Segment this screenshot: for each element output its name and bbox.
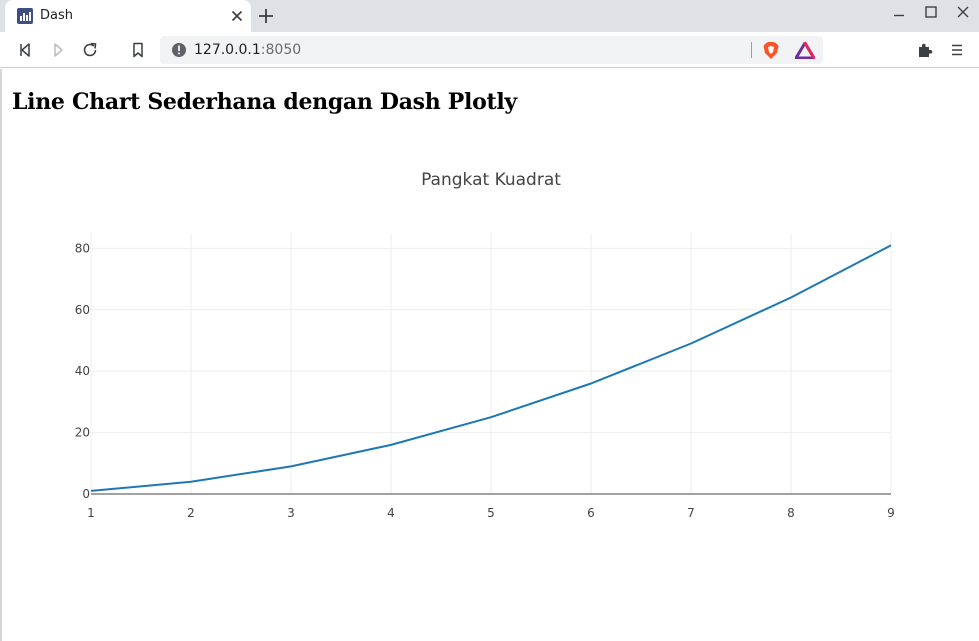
minimize-icon[interactable] (891, 6, 907, 22)
chart-axes: 1 2 3 4 5 6 7 8 9 0 20 40 60 80 (75, 241, 895, 520)
menu-icon[interactable] (948, 41, 966, 59)
address-bar[interactable]: 127.0.0.1:8050 (160, 36, 823, 64)
url-port: :8050 (260, 42, 302, 58)
series-line (90, 244, 892, 492)
site-info-icon[interactable] (171, 42, 187, 58)
chart-gridlines (90, 233, 892, 494)
line-chart: Pangkat Kuadrat 1 2 3 4 5 6 7 8 9 0 20 40 60 80 (75, 170, 895, 520)
x-tick-label: 8 (787, 506, 795, 520)
x-tick-label: 7 (687, 506, 695, 520)
x-tick-label: 2 (187, 506, 195, 520)
browser-toolbar: 127.0.0.1:8050 (0, 32, 979, 68)
chart-series (90, 244, 892, 492)
x-tick-label: 9 (887, 506, 895, 520)
x-tick-label: 1 (87, 506, 95, 520)
tab-strip: Dash (0, 0, 979, 32)
back-icon[interactable] (17, 41, 35, 59)
dash-favicon-icon (17, 8, 33, 24)
extensions-icon[interactable] (916, 41, 934, 59)
omnibox-divider (751, 42, 752, 58)
url-text: 127.0.0.1:8050 (194, 42, 301, 58)
x-tick-label: 6 (587, 506, 595, 520)
tab-title: Dash (40, 8, 73, 23)
close-tab-icon[interactable] (229, 8, 245, 24)
brave-rewards-icon[interactable] (795, 42, 815, 59)
new-tab-icon[interactable] (257, 7, 275, 25)
bookmark-icon[interactable] (129, 41, 147, 59)
close-window-icon[interactable] (955, 4, 971, 20)
browser-tab[interactable]: Dash (5, 0, 251, 32)
chart-title: Pangkat Kuadrat (421, 170, 561, 190)
brave-shields-icon[interactable] (762, 41, 780, 60)
y-tick-label: 0 (82, 487, 90, 501)
maximize-icon[interactable] (923, 4, 939, 20)
y-tick-label: 20 (75, 426, 90, 440)
y-tick-label: 40 (75, 364, 90, 378)
x-tick-label: 3 (287, 506, 295, 520)
url-host: 127.0.0.1 (194, 42, 261, 58)
x-tick-label: 5 (487, 506, 495, 520)
page-title: Line Chart Sederhana dengan Dash Plotly (12, 89, 517, 115)
x-tick-label: 4 (387, 506, 395, 520)
y-tick-label: 80 (75, 241, 90, 255)
page-content: Line Chart Sederhana dengan Dash Plotly … (0, 69, 979, 641)
forward-icon[interactable] (49, 41, 67, 59)
reload-icon[interactable] (81, 41, 99, 59)
y-tick-label: 60 (75, 303, 90, 317)
